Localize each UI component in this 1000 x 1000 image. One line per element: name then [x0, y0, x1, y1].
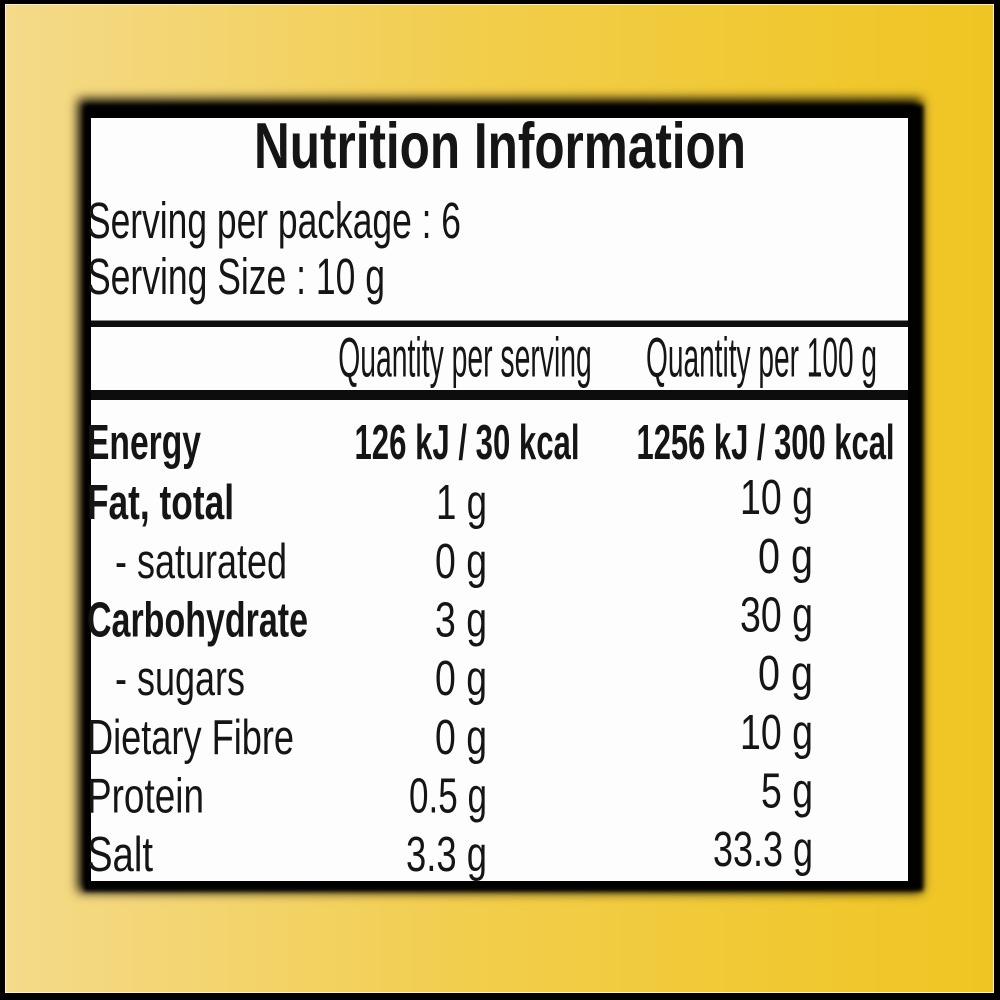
svg-text:- saturated: - saturated — [115, 535, 287, 589]
svg-text:0 g: 0 g — [435, 652, 487, 706]
svg-text:Nutrition Information: Nutrition Information — [254, 109, 746, 182]
svg-text:126 kJ / 30 kcal: 126 kJ / 30 kcal — [355, 416, 580, 470]
svg-text:0.5 g: 0.5 g — [409, 769, 487, 823]
svg-text:5 g: 5 g — [761, 764, 813, 818]
svg-text:0 g: 0 g — [435, 711, 487, 765]
svg-text:Dietary Fibre: Dietary Fibre — [87, 711, 294, 765]
svg-text:0 g: 0 g — [758, 647, 813, 701]
svg-text:Protein: Protein — [87, 769, 204, 823]
svg-text:1 g: 1 g — [436, 476, 487, 530]
svg-text:30 g: 30 g — [740, 588, 813, 642]
svg-text:Serving per package : 6: Serving per package : 6 — [87, 192, 461, 249]
svg-text:10 g: 10 g — [740, 706, 813, 760]
svg-text:Quantity per serving: Quantity per serving — [338, 326, 592, 389]
svg-text:Salt: Salt — [87, 828, 153, 882]
svg-text:3.3 g: 3.3 g — [406, 828, 487, 882]
svg-text:Energy: Energy — [87, 416, 201, 470]
svg-text:1256 kJ / 300 kcal: 1256 kJ / 300 kcal — [637, 416, 895, 470]
svg-text:Quantity per 100 g: Quantity per 100 g — [646, 326, 877, 389]
svg-text:0 g: 0 g — [435, 535, 487, 589]
svg-text:10 g: 10 g — [740, 471, 813, 525]
svg-text:- sugars: - sugars — [115, 652, 245, 706]
svg-text:0 g: 0 g — [758, 530, 813, 584]
svg-text:Carbohydrate: Carbohydrate — [87, 593, 308, 647]
svg-text:Fat, total: Fat, total — [87, 476, 234, 530]
svg-text:Serving Size : 10 g: Serving Size : 10 g — [87, 248, 385, 305]
svg-text:33.3 g: 33.3 g — [713, 823, 813, 877]
svg-text:3 g: 3 g — [435, 593, 487, 647]
